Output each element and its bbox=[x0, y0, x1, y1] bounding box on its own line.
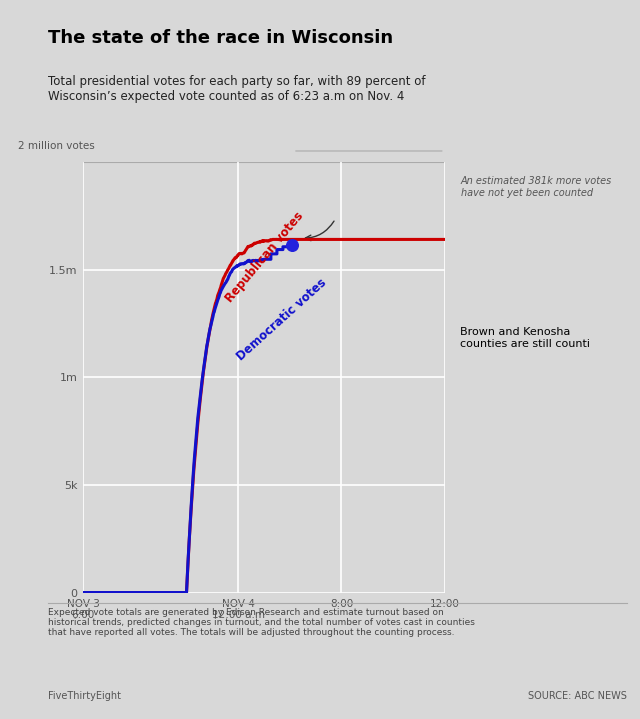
Text: 2 million votes: 2 million votes bbox=[18, 141, 95, 151]
Text: Total presidential votes for each party so far, with 89 percent of
Wisconsin’s e: Total presidential votes for each party … bbox=[48, 75, 426, 104]
Text: Expected vote totals are generated by Edison Research and estimate turnout based: Expected vote totals are generated by Ed… bbox=[48, 608, 475, 637]
Text: Brown and Kenosha
counties are still counti: Brown and Kenosha counties are still cou… bbox=[460, 327, 589, 349]
Text: The state of the race in Wisconsin: The state of the race in Wisconsin bbox=[48, 29, 393, 47]
Text: Republican votes: Republican votes bbox=[223, 209, 306, 305]
Text: Democratic votes: Democratic votes bbox=[234, 276, 328, 363]
Point bbox=[287, 239, 298, 250]
Text: SOURCE: ABC NEWS: SOURCE: ABC NEWS bbox=[529, 691, 627, 701]
Text: FiveThirtyEight: FiveThirtyEight bbox=[48, 691, 121, 701]
Text: An estimated 381k more votes
have not yet been counted: An estimated 381k more votes have not ye… bbox=[461, 176, 612, 198]
